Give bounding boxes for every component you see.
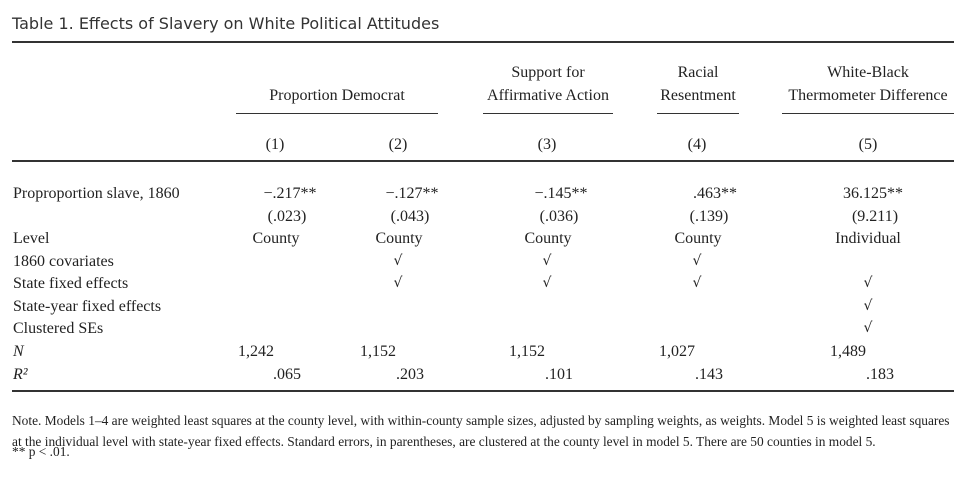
- coef-3: −.145**: [534, 185, 588, 202]
- coef-5: 36.125**: [843, 185, 903, 202]
- significance-note: ** p < .01.: [12, 444, 70, 459]
- level-1: County: [252, 230, 300, 247]
- check-covariates-4: √: [692, 253, 702, 269]
- group-underline: [236, 113, 438, 114]
- check-state-fe-4: √: [692, 275, 702, 291]
- row-label-clustered-ses: Clustered SEs: [13, 320, 104, 337]
- r2-2: .203: [396, 366, 424, 383]
- r2-5: .183: [866, 366, 894, 383]
- check-state-fe-3: √: [542, 275, 552, 291]
- se-1: (.023): [267, 208, 307, 225]
- level-5: Individual: [835, 230, 901, 247]
- table-caption: Table 1. Effects of Slavery on White Pol…: [12, 14, 440, 33]
- top-rule: [12, 41, 954, 43]
- column-number-5: (5): [858, 136, 878, 153]
- table-note: Note. Models 1–4 are weighted least squa…: [12, 413, 950, 449]
- group-header-affirmative-action: Support for Affirmative Action: [483, 61, 613, 114]
- n-3: 1,152: [509, 343, 545, 360]
- group-header-line1: White-Black: [827, 64, 909, 81]
- row-label-r-squared: R²: [13, 366, 28, 383]
- row-label-proportion-slave: Proproportion slave, 1860: [13, 185, 180, 202]
- group-underline: [657, 113, 739, 114]
- row-label-state-fixed-effects: State fixed effects: [13, 275, 129, 292]
- row-label-state-year-fixed-effects: State-year fixed effects: [13, 298, 162, 315]
- check-state-fe-2: √: [393, 275, 403, 291]
- r2-1: .065: [273, 366, 301, 383]
- group-header-racial-resentment: Racial Resentment: [657, 61, 739, 114]
- check-covariates-2: √: [393, 253, 403, 269]
- se-5: (9.211): [851, 208, 899, 225]
- column-number-4: (4): [687, 136, 707, 153]
- header-rule: [12, 160, 954, 162]
- check-state-fe-5: √: [863, 275, 873, 291]
- column-number-1: (1): [265, 136, 285, 153]
- group-underline: [483, 113, 613, 114]
- group-header-line2: Thermometer Difference: [788, 87, 948, 104]
- r2-4: .143: [695, 366, 723, 383]
- r2-3: .101: [545, 366, 573, 383]
- level-2: County: [375, 230, 423, 247]
- row-label-level: Level: [13, 230, 50, 247]
- bottom-rule: [12, 390, 954, 392]
- group-header-line2: Affirmative Action: [487, 87, 609, 104]
- se-4: (.139): [689, 208, 729, 225]
- row-label-1860-covariates: 1860 covariates: [13, 253, 114, 270]
- n-4: 1,027: [659, 343, 695, 360]
- coef-2: −.127**: [385, 185, 439, 202]
- se-2: (.043): [390, 208, 430, 225]
- level-3: County: [524, 230, 572, 247]
- group-header-thermometer: White-Black Thermometer Difference: [782, 61, 954, 114]
- group-header-line1: Support for: [511, 64, 585, 81]
- n-1: 1,242: [238, 343, 274, 360]
- group-header-proportion-democrat: Proportion Democrat: [236, 84, 438, 114]
- n-5: 1,489: [830, 343, 866, 360]
- coef-1: −.217**: [263, 185, 317, 202]
- group-header-line2: Proportion Democrat: [269, 87, 405, 104]
- column-number-3: (3): [537, 136, 557, 153]
- group-header-line1: Racial: [677, 64, 719, 81]
- coef-4: .463**: [693, 185, 737, 202]
- n-2: 1,152: [360, 343, 396, 360]
- check-covariates-3: √: [542, 253, 552, 269]
- group-header-line2: Resentment: [660, 87, 736, 104]
- check-state-year-fe-5: √: [863, 298, 873, 314]
- column-number-2: (2): [388, 136, 408, 153]
- se-3: (.036): [539, 208, 579, 225]
- check-clustered-5: √: [863, 320, 873, 336]
- row-label-n: N: [13, 343, 24, 360]
- group-underline: [782, 113, 954, 114]
- level-4: County: [674, 230, 722, 247]
